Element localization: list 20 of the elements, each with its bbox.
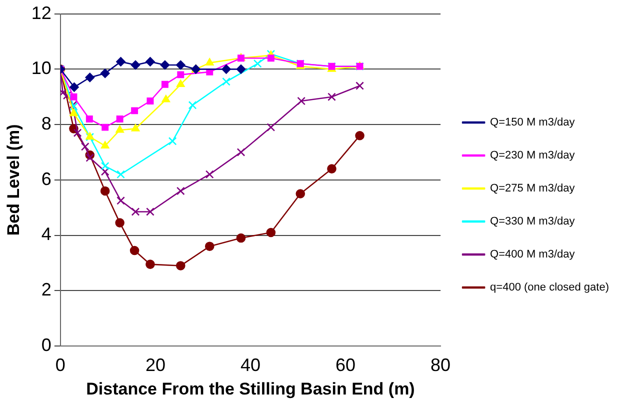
legend-label: q=400 (one closed gate) — [490, 282, 610, 294]
legend-label: Q=275 M m3/day — [490, 182, 576, 195]
x-tick-label: 80 — [430, 354, 451, 375]
y-tick-label: 2 — [41, 280, 52, 300]
x-tick-label: 0 — [55, 354, 66, 375]
x-tick-label: 20 — [145, 354, 166, 375]
x-axis-title: Distance From the Stilling Basin End (m) — [86, 379, 415, 398]
y-tick-label: 10 — [31, 58, 52, 78]
y-tick-label: 4 — [41, 224, 52, 244]
y-tick-label: 12 — [31, 2, 52, 23]
legend-label: Q=400 M m3/day — [490, 248, 576, 261]
y-tick-label: 8 — [41, 114, 52, 134]
x-tick-label: 60 — [336, 354, 356, 375]
y-axis-title: Bed Level (m) — [4, 124, 23, 236]
legend-label: Q=150 M m3/day — [490, 116, 576, 129]
legend-label: Q=230 M m3/day — [490, 150, 576, 162]
y-tick-label: 0 — [41, 334, 52, 355]
legend-label: Q=330 M m3/day — [490, 216, 576, 228]
x-tick-label: 40 — [240, 354, 260, 375]
y-tick-label: 6 — [41, 168, 52, 189]
